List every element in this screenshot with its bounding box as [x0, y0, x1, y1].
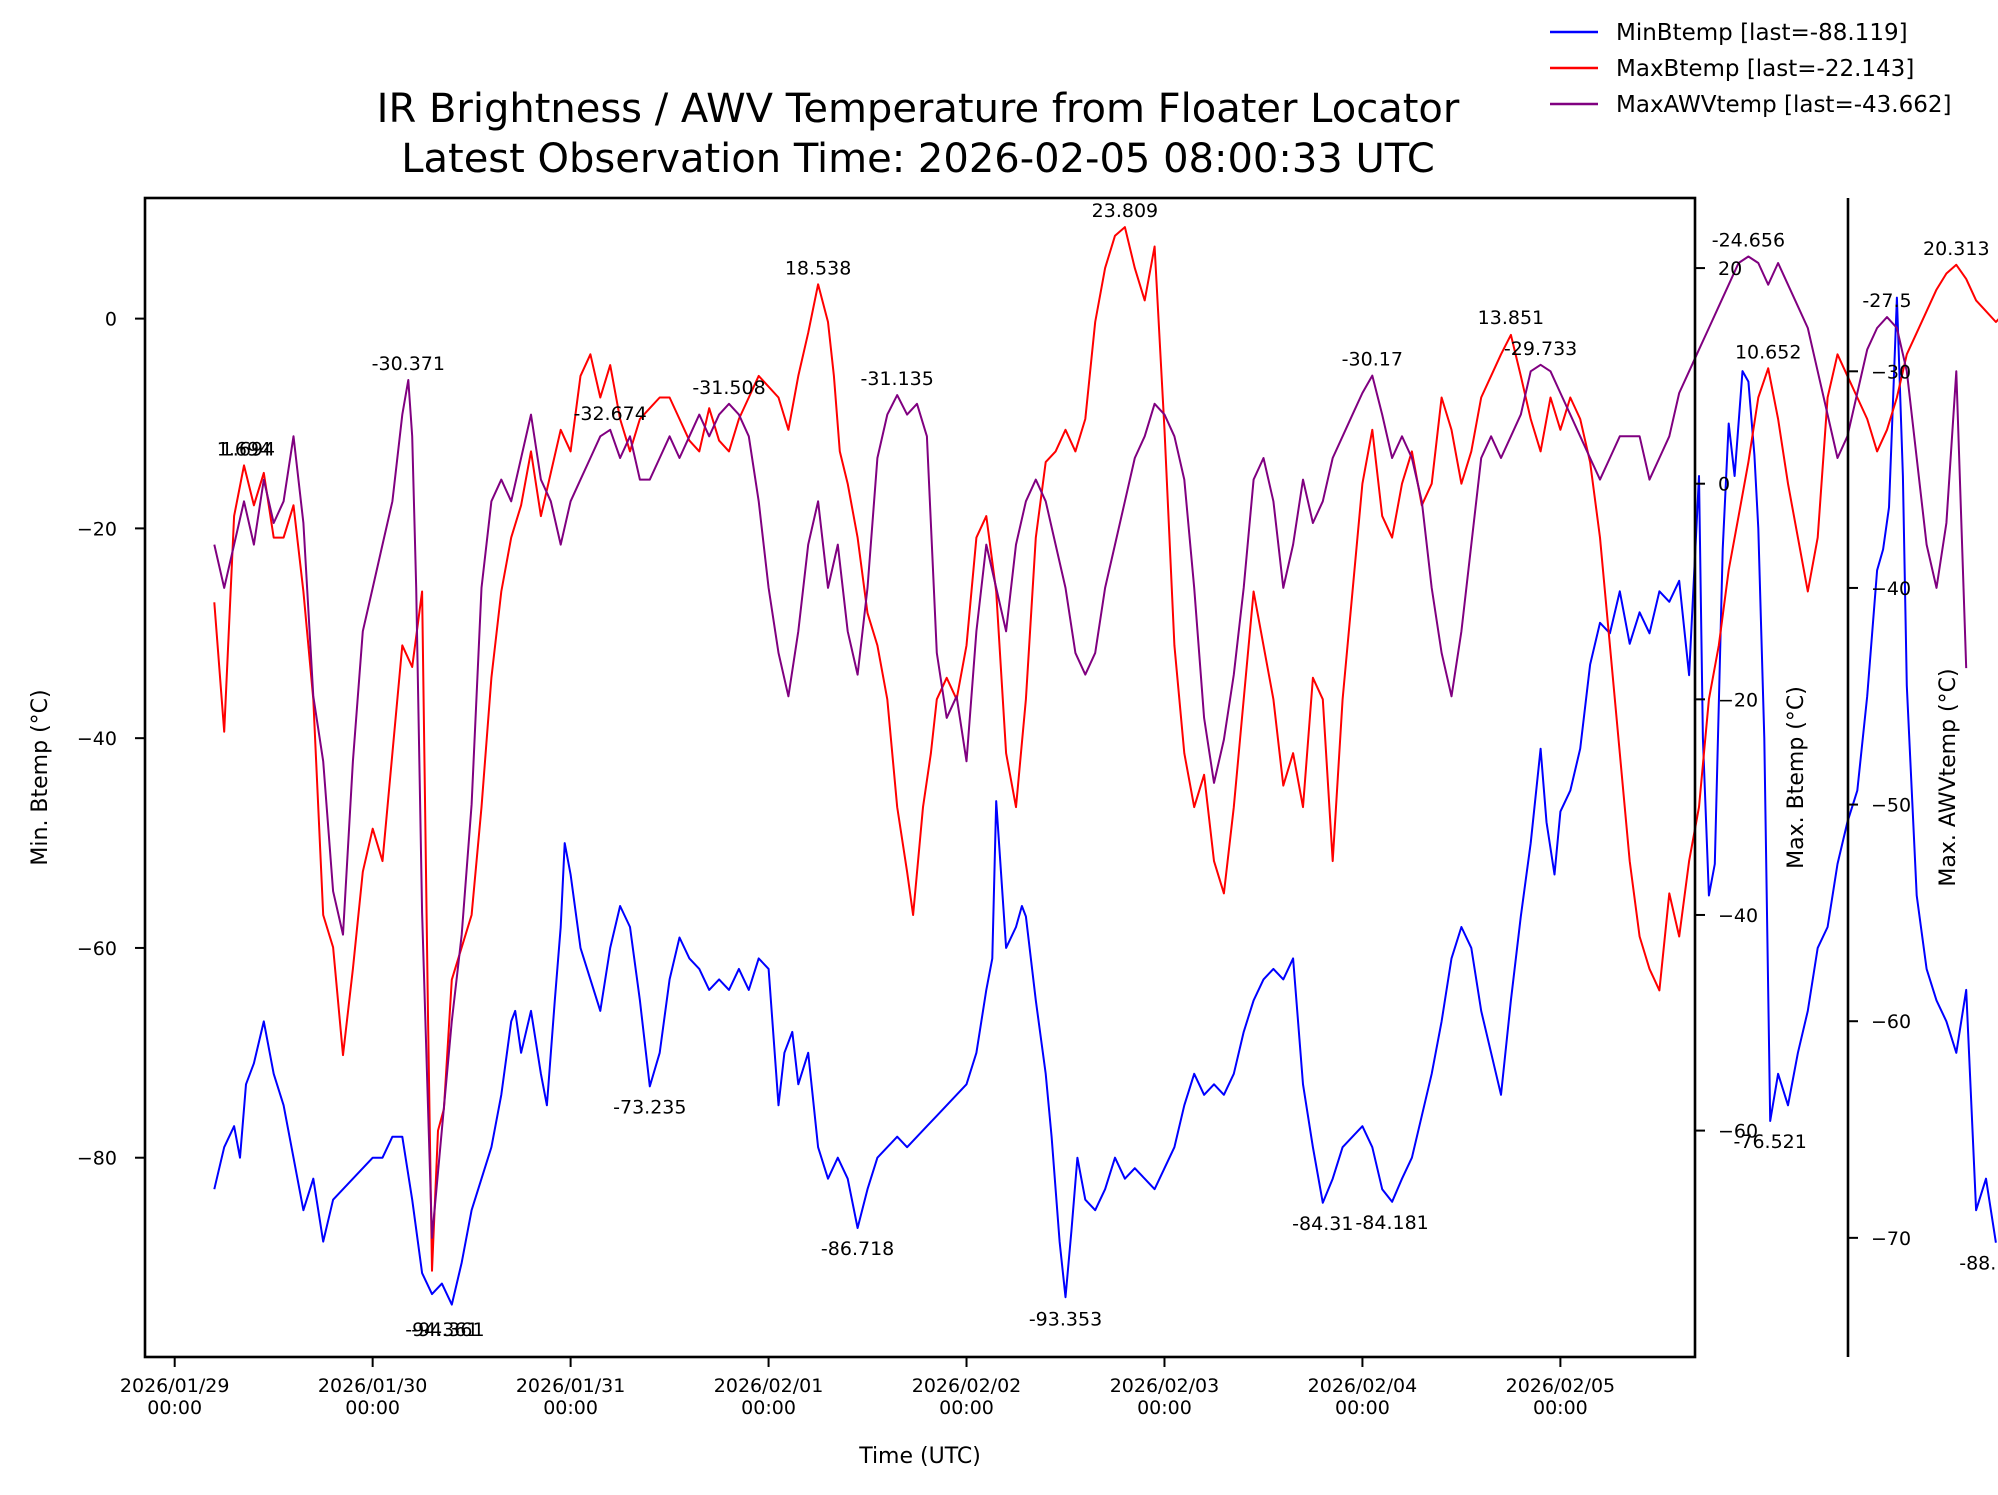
data-label: -76.521 [1734, 1131, 1807, 1153]
y-tick-label: −40 [77, 728, 117, 750]
data-label: 20.313 [1923, 238, 1989, 260]
data-label: 1.694 [221, 438, 275, 460]
y-tick-label: −40 [1718, 905, 1758, 927]
data-label: 10.652 [1735, 341, 1801, 363]
y-tick-label: −80 [77, 1148, 117, 1170]
chart-subtitle: Latest Observation Time: 2026-02-05 08:0… [401, 136, 1435, 182]
y-axis-label: Max. AWVtemp (°C) [1936, 668, 1961, 886]
data-label: -24.656 [1712, 230, 1785, 252]
data-label: -30.17 [1342, 349, 1403, 371]
y-axis-label: Max. Btemp (°C) [1784, 686, 1809, 869]
y-tick-label: −70 [1871, 1228, 1911, 1250]
legend-label-minbtemp: MinBtemp [last=-88.119] [1616, 20, 1908, 46]
data-label: -30.371 [372, 353, 445, 375]
y-axis-label: Min. Btemp (°C) [28, 689, 53, 865]
x-tick-label: 2026/02/03 [1110, 1375, 1220, 1397]
data-label: -32.674 [574, 403, 647, 425]
data-label: -88.119 [1959, 1253, 1998, 1275]
data-label: -73.235 [613, 1096, 686, 1118]
chart-title: IR Brightness / AWV Temperature from Flo… [377, 86, 1460, 132]
plot-frame [143, 196, 1697, 1359]
data-label: -27.5 [1862, 290, 1911, 312]
y-tick-label: 0 [1718, 474, 1730, 496]
data-label: 1.694 [217, 438, 271, 460]
series-line-minbtemp [213, 296, 1997, 1306]
y-tick-label: 20 [1718, 258, 1742, 280]
legend-label-maxbtemp: MaxBtemp [last=-22.143] [1616, 56, 1914, 82]
x-tick-label: 2026/01/29 [120, 1375, 230, 1397]
series-line-maxawvtemp [213, 255, 1968, 1239]
x-tick-label: 00:00 [345, 1397, 400, 1419]
y-tick-label: 0 [105, 309, 117, 331]
data-label: 18.538 [785, 257, 851, 279]
data-label: -29.733 [1504, 338, 1577, 360]
y-tick-label: −20 [1718, 689, 1758, 711]
data-label: -86.718 [821, 1238, 894, 1260]
x-tick-label: 2026/01/30 [318, 1375, 428, 1397]
x-tick-label: 2026/02/01 [714, 1375, 824, 1397]
y-tick-label: −50 [1871, 795, 1911, 817]
chart-titles: IR Brightness / AWV Temperature from Flo… [377, 86, 1460, 182]
x-tick-label: 00:00 [1137, 1397, 1192, 1419]
x-tick-label: 2026/01/31 [516, 1375, 626, 1397]
x-tick-label: 00:00 [741, 1397, 796, 1419]
x-tick-label: 2026/02/02 [912, 1375, 1022, 1397]
y-tick-label: −60 [1718, 1121, 1758, 1143]
data-label: -84.31 [1292, 1213, 1353, 1235]
series-line-maxbtemp [213, 226, 1998, 1272]
x-tick-label: 00:00 [939, 1397, 994, 1419]
data-label: -31.135 [861, 368, 934, 390]
x-tick-label: 2026/02/05 [1506, 1375, 1616, 1397]
y-tick-label: −20 [77, 518, 117, 540]
x-tick-label: 00:00 [147, 1397, 202, 1419]
data-label: -94.361 [405, 1319, 478, 1341]
series-layer [213, 226, 1998, 1306]
y-tick-label: −40 [1871, 578, 1911, 600]
x-tick-label: 00:00 [543, 1397, 598, 1419]
data-label: 23.809 [1092, 200, 1158, 222]
x-tick-label: 00:00 [1335, 1397, 1390, 1419]
y-tick-label: −60 [77, 938, 117, 960]
data-label: -93.353 [1029, 1308, 1102, 1330]
x-axis-label: Time (UTC) [858, 1444, 981, 1469]
x-tick-label: 00:00 [1533, 1397, 1588, 1419]
axes: 2026/01/2900:002026/01/3000:002026/01/31… [28, 198, 1961, 1419]
data-label: -84.181 [1355, 1212, 1428, 1234]
data-label: -94.361 [411, 1319, 484, 1341]
legend: MinBtemp [last=-88.119] MaxBtemp [last=-2… [1550, 20, 1951, 118]
y-tick-label: −30 [1871, 361, 1911, 383]
data-label: -31.508 [692, 377, 765, 399]
legend-label-maxawvtemp: MaxAWVtemp [last=-43.662] [1616, 92, 1951, 118]
y-tick-label: −60 [1871, 1011, 1911, 1033]
x-tick-label: 2026/02/04 [1308, 1375, 1418, 1397]
data-label: 13.851 [1478, 307, 1544, 329]
